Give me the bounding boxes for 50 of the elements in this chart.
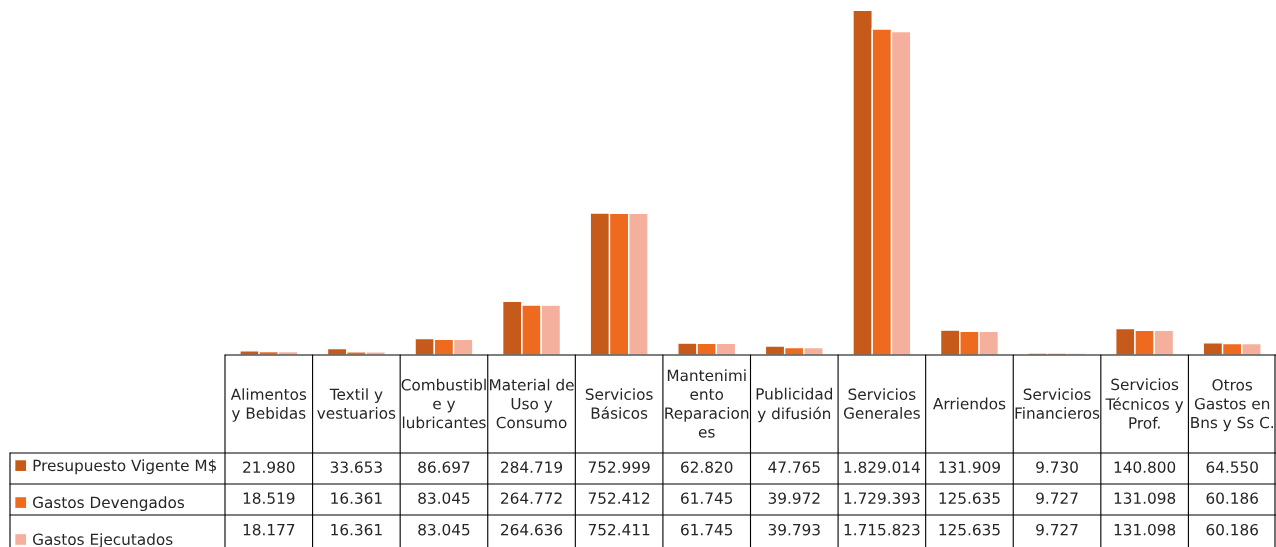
data-label: 131.098 [1114,523,1176,536]
x-tick-label: Combustibl e y lubricantes [401,378,486,429]
x-tick-label: Servicios Básicos [585,388,653,419]
data-label: 125.635 [939,492,1000,504]
data-label: 125.635 [939,523,1000,536]
data-label: 16.361 [331,523,382,536]
data-label: 1.729.393 [844,492,920,504]
x-tick-label: Arriendos [933,397,1006,410]
data-label: 39.972 [768,492,820,504]
data-label: 62.820 [681,461,733,473]
data-label: 60.186 [1206,523,1258,536]
x-tick-label: Otros Gastos en Bns y Ss C. [1191,379,1274,432]
x-tick-label: Mantenimi ento Reparacion es [665,369,749,438]
data-label: 83.045 [418,492,470,504]
x-tick-label: Textil y vestuarios [317,388,396,419]
data-label: 1.829.014 [844,461,920,473]
data-label: 86.697 [418,461,470,473]
data-label: 39.793 [768,523,820,536]
x-tick-label: Servicios Técnicos y Prof. [1105,378,1184,429]
data-label: 264.636 [501,523,563,536]
data-label: 33.653 [330,461,382,473]
data-label: 131.098 [1114,492,1176,504]
data-label: 9.730 [1036,461,1078,473]
data-label: 752.412 [588,492,650,504]
data-label: 752.999 [588,461,650,473]
data-label: 16.361 [331,492,382,504]
x-tick-label: Alimentos y Bebidas [230,388,307,422]
data-label: 140.800 [1114,461,1176,473]
x-tick-label: Publicidad y difusión [756,387,833,423]
data-label: 131.909 [939,461,1000,473]
x-tick-label: Servicios Financieros [1015,388,1100,419]
data-label: 284.719 [501,461,563,473]
data-label: 264.772 [501,492,562,504]
x-tick-label: Material de Uso y Consumo [490,378,574,429]
legend-label: Gastos Devengados [33,496,185,512]
data-label: 61.745 [681,492,733,504]
data-label: 9.727 [1036,492,1078,504]
x-tick-label: Servicios Generales [843,388,920,419]
data-label: 18.177 [243,523,295,536]
data-label: 9.727 [1036,523,1078,536]
data-label: 18.519 [243,492,295,504]
data-label: 21.980 [243,461,295,473]
data-label: 1.715.823 [844,523,920,536]
legend-label: Presupuesto Vigente M$ [33,459,217,475]
data-label: 61.745 [681,523,733,536]
data-label: 47.765 [768,461,820,473]
data-label: 83.045 [418,523,470,536]
data-label: 60.186 [1206,492,1258,504]
data-label: 752.411 [588,523,650,536]
data-label: 64.550 [1206,461,1258,473]
